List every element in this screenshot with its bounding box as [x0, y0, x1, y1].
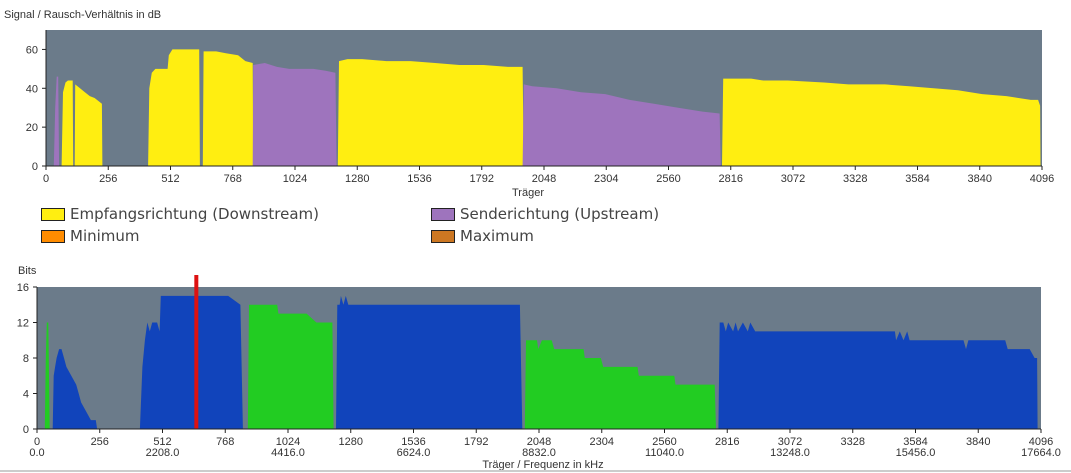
bits-xtick-label: 3840: [966, 436, 990, 448]
bits-ytick-label: 4: [23, 389, 29, 401]
snr-xtick-label: 256: [99, 173, 117, 185]
snr-ytick-label: 0: [32, 161, 38, 173]
bits-ytick-label: 8: [23, 353, 29, 365]
snr-xtick-label: 4096: [1030, 173, 1054, 185]
snr-xtick-label: 3840: [968, 173, 992, 185]
legend-downstream-swatch: [41, 207, 65, 221]
bits-xtick-label: 2816: [715, 436, 739, 448]
snr-ylabel: Signal / Rausch-Verhältnis in dB: [4, 9, 161, 21]
bits-ytick-label: 16: [17, 282, 29, 294]
bits-freq-label: 17664.0: [1021, 447, 1061, 459]
bits-xtick-label: 3328: [841, 436, 865, 448]
snr-ytick-label: 40: [26, 83, 38, 95]
bits-series-0: [52, 295, 1038, 429]
bits-series-group: [44, 275, 1038, 429]
legend-maximum-swatch: [431, 229, 455, 243]
bits-freq-label: 15456.0: [896, 447, 936, 459]
snr-xtick-label: 0: [43, 173, 49, 185]
bits-freq-label: 8832.0: [522, 447, 556, 459]
bits-xtick-label: 3072: [778, 436, 802, 448]
bits-freq-label: 11040.0: [645, 447, 684, 459]
bits-xtick-label: 1024: [276, 436, 300, 448]
legend-downstream: Empfangsrichtung (Downstream): [41, 205, 319, 223]
snr-xtick-label: 2304: [594, 173, 618, 185]
snr-series-group: [53, 49, 1041, 166]
bits-freq-label: 6624.0: [397, 447, 431, 459]
bits-ylabel: Bits: [18, 265, 37, 277]
legend-maximum: Maximum: [431, 227, 534, 245]
bits-xtick-label: 512: [153, 436, 171, 448]
legend-upstream-swatch: [431, 207, 455, 221]
legend-downstream-label: Empfangsrichtung (Downstream): [70, 205, 319, 223]
snr-xtick-label: 2560: [656, 173, 680, 185]
legend-minimum-swatch: [41, 229, 65, 243]
snr-series-1: [53, 63, 721, 166]
bits-xtick-label: 0: [34, 436, 40, 448]
snr-x-ticks: 0 256 512 768 1024 1280 1536 1792 2048 2304 2560 28…: [43, 166, 1054, 185]
bits-freq-label: 4416.0: [271, 447, 305, 459]
snr-xtick-label: 1536: [407, 173, 431, 185]
bits-xtick-label: 768: [216, 436, 234, 448]
snr-xtick-label: 1024: [283, 173, 307, 185]
snr-ytick-label: 60: [26, 44, 38, 56]
legend-upstream-label: Senderichtung (Upstream): [460, 205, 660, 223]
bits-series-1: [44, 304, 717, 429]
snr-xtick-label: 2048: [532, 173, 556, 185]
snr-xtick-label: 512: [161, 173, 179, 185]
snr-xtick-label: 1792: [470, 173, 494, 185]
legend-upstream: Senderichtung (Upstream): [431, 205, 659, 223]
snr-xtick-label: 3328: [843, 173, 867, 185]
snr-xtick-label: 2816: [719, 173, 743, 185]
bits-xlabel: Träger / Frequenz in kHz: [482, 459, 603, 471]
bits-xtick-label: 1792: [464, 436, 488, 448]
bits-xtick-label: 256: [91, 436, 109, 448]
bits-freq-label: 13248.0: [770, 447, 810, 459]
snr-xlabel: Träger: [512, 187, 544, 199]
bits-xtick-label: 1280: [339, 436, 363, 448]
bits-y-ticks: 0 4 8 12 16: [17, 282, 37, 436]
bits-xtick-label: 2048: [527, 436, 551, 448]
bits-ytick-label: 0: [23, 424, 29, 436]
snr-ytick-label: 20: [26, 122, 38, 134]
snr-xtick-label: 768: [224, 173, 242, 185]
legend-maximum-label: Maximum: [460, 227, 534, 245]
snr-xtick-label: 1280: [345, 173, 369, 185]
bits-xtick-label: 4096: [1029, 436, 1053, 448]
snr-xtick-label: 3072: [781, 173, 805, 185]
bits-xtick-label: 3584: [903, 436, 927, 448]
bits-ytick-label: 12: [17, 318, 29, 330]
bits-xtick-label: 1536: [401, 436, 425, 448]
legend-minimum-label: Minimum: [70, 227, 140, 245]
bits-freq-label: 0.0: [29, 447, 44, 459]
snr-series-0: [61, 49, 1041, 166]
bits-freq-label: 2208.0: [146, 447, 180, 459]
snr-y-ticks: 0 20 40 60: [26, 44, 46, 173]
snr-xtick-label: 3584: [905, 173, 929, 185]
bits-xtick-label: 2304: [590, 436, 614, 448]
bits-xtick-label: 2560: [652, 436, 676, 448]
bits-x-ticks: 0 256 512 768 1024 1280 1536 1792 2048 2304 2560 28…: [29, 429, 1061, 459]
legend-minimum: Minimum: [41, 227, 140, 245]
